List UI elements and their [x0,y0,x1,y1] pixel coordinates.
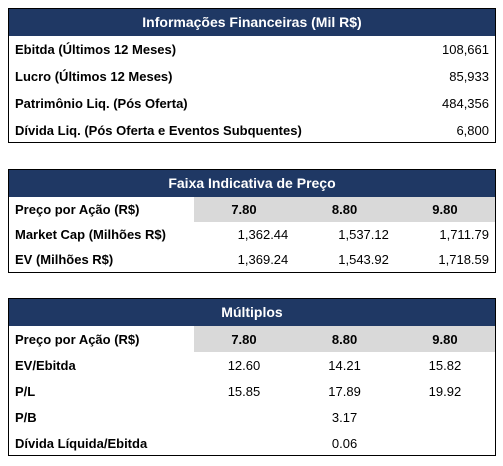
table-row: Patrimônio Liq. (Pós Oferta) 484,356 [9,90,495,117]
table-row: Preço por Ação (R$) 7.80 8.80 9.80 [9,326,495,352]
ev-low: 1,369.24 [237,252,289,267]
net-debt-ebitda-value: 0.06 [331,435,358,451]
net-debt-ebitda-label: Dívida Líquida/Ebitda [15,435,148,451]
ev-high: 1,718.59 [438,252,489,267]
price-header-high: 9.80 [394,197,495,222]
multiples-price-label: Preço por Ação (R$) [15,331,140,347]
net-debt-empty-high [395,430,495,456]
price-header-low: 7.80 [193,197,295,222]
price-per-share-label: Preço por Ação (R$) [15,202,140,217]
table-row: Dívida Líquida/Ebitda 0.06 [9,430,495,456]
ev-ebitda-low: 12.60 [227,357,261,373]
pb-empty-low [194,404,295,430]
divida-value: 6,800 [456,123,489,138]
pl-high: 19.92 [428,383,462,399]
market-cap-mid: 1,537.12 [338,227,389,242]
ebitda-value: 108,661 [442,42,489,57]
table-row: Preço por Ação (R$) 7.80 8.80 9.80 [9,197,495,222]
ev-label: EV (Milhões R$) [15,252,114,267]
patrimonio-value: 484,356 [442,96,489,111]
pb-value: 3.17 [331,409,358,425]
pb-empty-high [395,404,495,430]
price-range-rows: Preço por Ação (R$) 7.80 8.80 9.80 Marke… [9,197,495,272]
price-header-mid: 8.80 [294,197,395,222]
ebitda-label: Ebitda (Últimos 12 Meses) [15,42,177,57]
financial-info-table: Informações Financeiras (Mil R$) Ebitda … [8,8,496,143]
patrimonio-label: Patrimônio Liq. (Pós Oferta) [15,96,188,111]
lucro-value: 85,933 [449,69,489,84]
divida-label: Dívida Liq. (Pós Oferta e Eventos Subque… [15,123,302,138]
ev-ebitda-mid: 14.21 [328,357,361,373]
market-cap-low: 1,362.44 [237,227,289,242]
table-row: EV/Ebitda 12.60 14.21 15.82 [9,352,495,378]
table-row: Dívida Liq. (Pós Oferta e Eventos Subque… [9,117,495,144]
financial-info-rows: Ebitda (Últimos 12 Meses) 108,661 Lucro … [9,36,495,144]
pl-mid: 17.89 [328,383,361,399]
table-row: EV (Milhões R$) 1,369.24 1,543.92 1,718.… [9,247,495,272]
lucro-label: Lucro (Últimos 12 Meses) [15,69,173,84]
pl-label: P/L [15,383,36,399]
market-cap-label: Market Cap (Milhões R$) [15,227,166,242]
price-range-table: Faixa Indicativa de Preço Preço por Ação… [8,169,496,273]
price-range-title: Faixa Indicativa de Preço [9,170,495,197]
ev-mid: 1,543.92 [338,252,389,267]
multiples-table: Múltiplos Preço por Ação (R$) 7.80 8.80 … [8,298,496,456]
table-row: P/L 15.85 17.89 19.92 [9,378,495,404]
market-cap-high: 1,711.79 [439,227,489,242]
multiples-title: Múltiplos [9,299,495,326]
multiples-price-low: 7.80 [193,326,295,352]
ev-ebitda-high: 15.82 [428,357,462,373]
table-row: Lucro (Últimos 12 Meses) 85,933 [9,63,495,90]
table-row: Ebitda (Últimos 12 Meses) 108,661 [9,36,495,63]
financial-info-title: Informações Financeiras (Mil R$) [9,9,495,36]
net-debt-empty-low [194,430,295,456]
multiples-rows: Preço por Ação (R$) 7.80 8.80 9.80 EV/Eb… [9,326,495,456]
pl-low: 15.85 [227,383,261,399]
pb-label: P/B [15,409,37,425]
multiples-price-mid: 8.80 [294,326,395,352]
multiples-price-high: 9.80 [394,326,495,352]
ev-ebitda-label: EV/Ebitda [15,357,76,373]
table-row: Market Cap (Milhões R$) 1,362.44 1,537.1… [9,222,495,247]
table-row: P/B 3.17 [9,404,495,430]
